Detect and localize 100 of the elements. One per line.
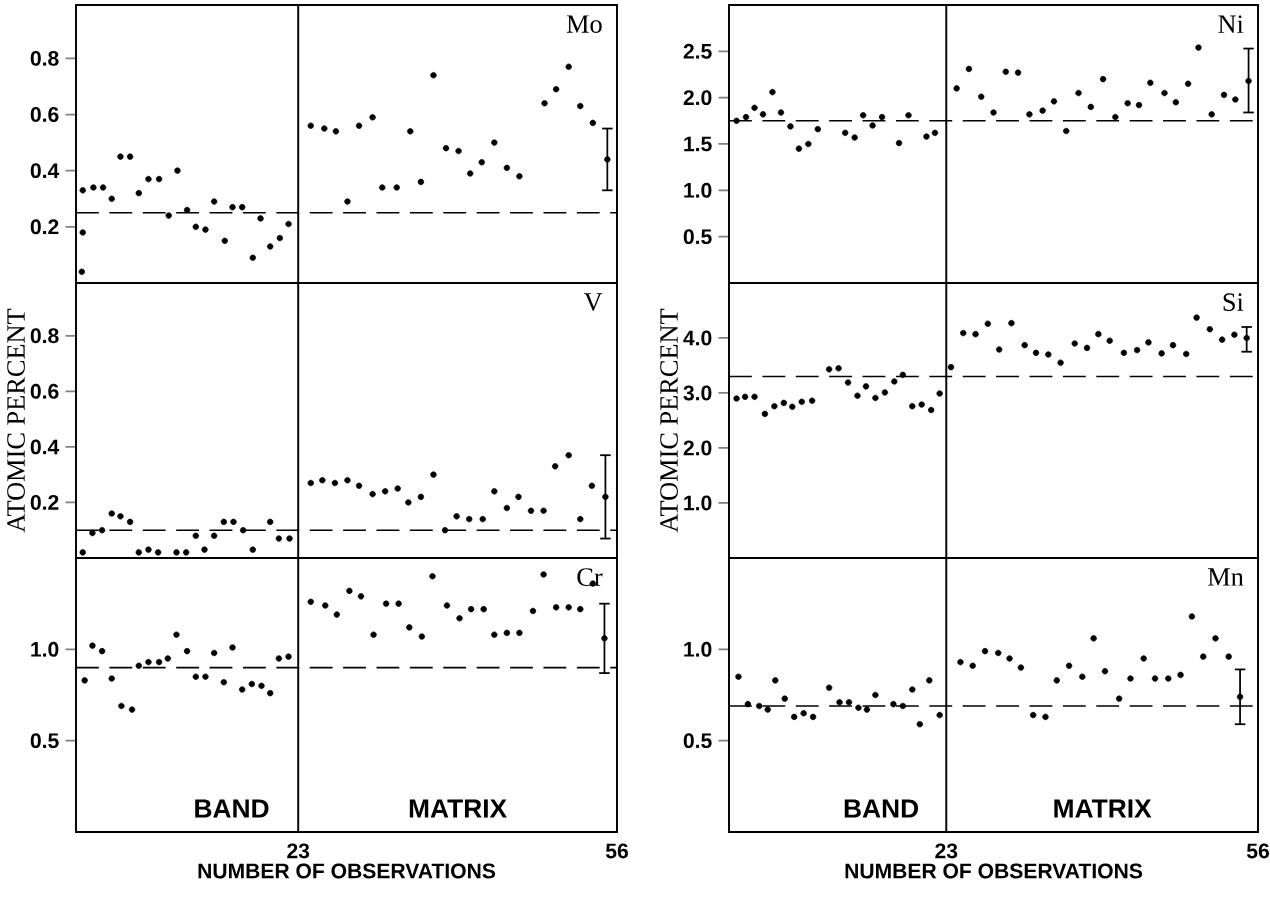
point bbox=[769, 88, 776, 96]
point bbox=[1158, 350, 1165, 357]
point bbox=[108, 675, 115, 682]
point bbox=[202, 673, 209, 680]
point bbox=[126, 518, 134, 526]
point bbox=[1008, 319, 1015, 327]
point bbox=[1050, 98, 1058, 105]
point bbox=[370, 631, 377, 638]
point bbox=[1014, 69, 1022, 76]
point bbox=[1245, 77, 1252, 85]
point bbox=[135, 549, 142, 556]
y-tick-label: 0.5 bbox=[30, 733, 59, 749]
point bbox=[1195, 44, 1202, 51]
point bbox=[1172, 99, 1179, 106]
point bbox=[267, 518, 274, 526]
point bbox=[529, 607, 537, 615]
point bbox=[174, 167, 181, 174]
point bbox=[78, 268, 85, 275]
point bbox=[108, 195, 115, 202]
point bbox=[1212, 635, 1219, 642]
chart-title: Cr bbox=[577, 568, 603, 587]
point bbox=[1071, 340, 1078, 347]
y-tick-label: 0.2 bbox=[30, 219, 59, 235]
point bbox=[108, 510, 115, 517]
y-tick-label: 1.5 bbox=[684, 136, 712, 152]
point bbox=[1106, 337, 1113, 344]
point bbox=[275, 535, 283, 542]
point bbox=[417, 178, 425, 186]
point bbox=[491, 488, 498, 495]
point bbox=[515, 493, 522, 501]
point bbox=[1206, 326, 1213, 333]
point bbox=[1140, 655, 1147, 662]
point bbox=[1231, 331, 1238, 338]
point bbox=[154, 549, 162, 556]
point bbox=[845, 699, 853, 706]
point bbox=[467, 170, 474, 177]
y-axis-title: ATOMIC PERCENT bbox=[660, 308, 678, 533]
point bbox=[455, 147, 462, 155]
point bbox=[79, 187, 86, 194]
point bbox=[165, 212, 172, 219]
annotation: BAND bbox=[195, 799, 269, 818]
point bbox=[135, 662, 142, 669]
point bbox=[267, 690, 274, 697]
point bbox=[346, 587, 353, 595]
point bbox=[229, 644, 236, 651]
point bbox=[1165, 675, 1172, 682]
point bbox=[442, 145, 450, 152]
point bbox=[417, 493, 425, 501]
point bbox=[1120, 349, 1128, 357]
point bbox=[145, 658, 152, 666]
point bbox=[210, 649, 218, 657]
point bbox=[926, 677, 933, 684]
point bbox=[771, 403, 778, 410]
point bbox=[285, 220, 292, 228]
point bbox=[1045, 351, 1052, 358]
point bbox=[891, 378, 898, 385]
point bbox=[909, 686, 916, 693]
point bbox=[869, 122, 876, 129]
point bbox=[456, 615, 463, 622]
point bbox=[789, 403, 796, 410]
point bbox=[319, 477, 326, 484]
point bbox=[565, 452, 572, 459]
y-tick-label: 0.6 bbox=[30, 107, 59, 122]
point bbox=[1200, 653, 1207, 660]
point bbox=[577, 605, 584, 613]
point bbox=[895, 139, 903, 147]
point bbox=[851, 134, 858, 141]
point bbox=[798, 398, 805, 405]
point bbox=[453, 513, 460, 520]
point bbox=[814, 126, 821, 133]
annotation: MATRIX bbox=[409, 799, 507, 818]
point bbox=[844, 379, 852, 386]
point bbox=[984, 320, 992, 327]
point bbox=[825, 684, 833, 691]
point bbox=[741, 393, 749, 401]
point bbox=[1133, 346, 1141, 354]
point bbox=[1090, 635, 1097, 642]
point bbox=[516, 629, 523, 637]
point bbox=[965, 65, 973, 73]
point bbox=[764, 706, 771, 713]
y-tick-label: 0.4 bbox=[30, 163, 60, 179]
point bbox=[164, 655, 171, 662]
point bbox=[1243, 334, 1250, 342]
point bbox=[751, 393, 758, 401]
point bbox=[1124, 100, 1131, 107]
point bbox=[859, 112, 867, 119]
point bbox=[1183, 350, 1190, 358]
point bbox=[467, 605, 475, 613]
point bbox=[1002, 68, 1009, 75]
point bbox=[565, 604, 572, 611]
point bbox=[1127, 675, 1134, 682]
point bbox=[239, 686, 246, 693]
point bbox=[759, 111, 767, 118]
point bbox=[1075, 89, 1082, 97]
point bbox=[916, 721, 923, 728]
point bbox=[332, 128, 340, 135]
point bbox=[577, 102, 584, 110]
point bbox=[1017, 664, 1025, 671]
point bbox=[953, 85, 960, 92]
x-tick-label: 23 bbox=[935, 843, 958, 859]
